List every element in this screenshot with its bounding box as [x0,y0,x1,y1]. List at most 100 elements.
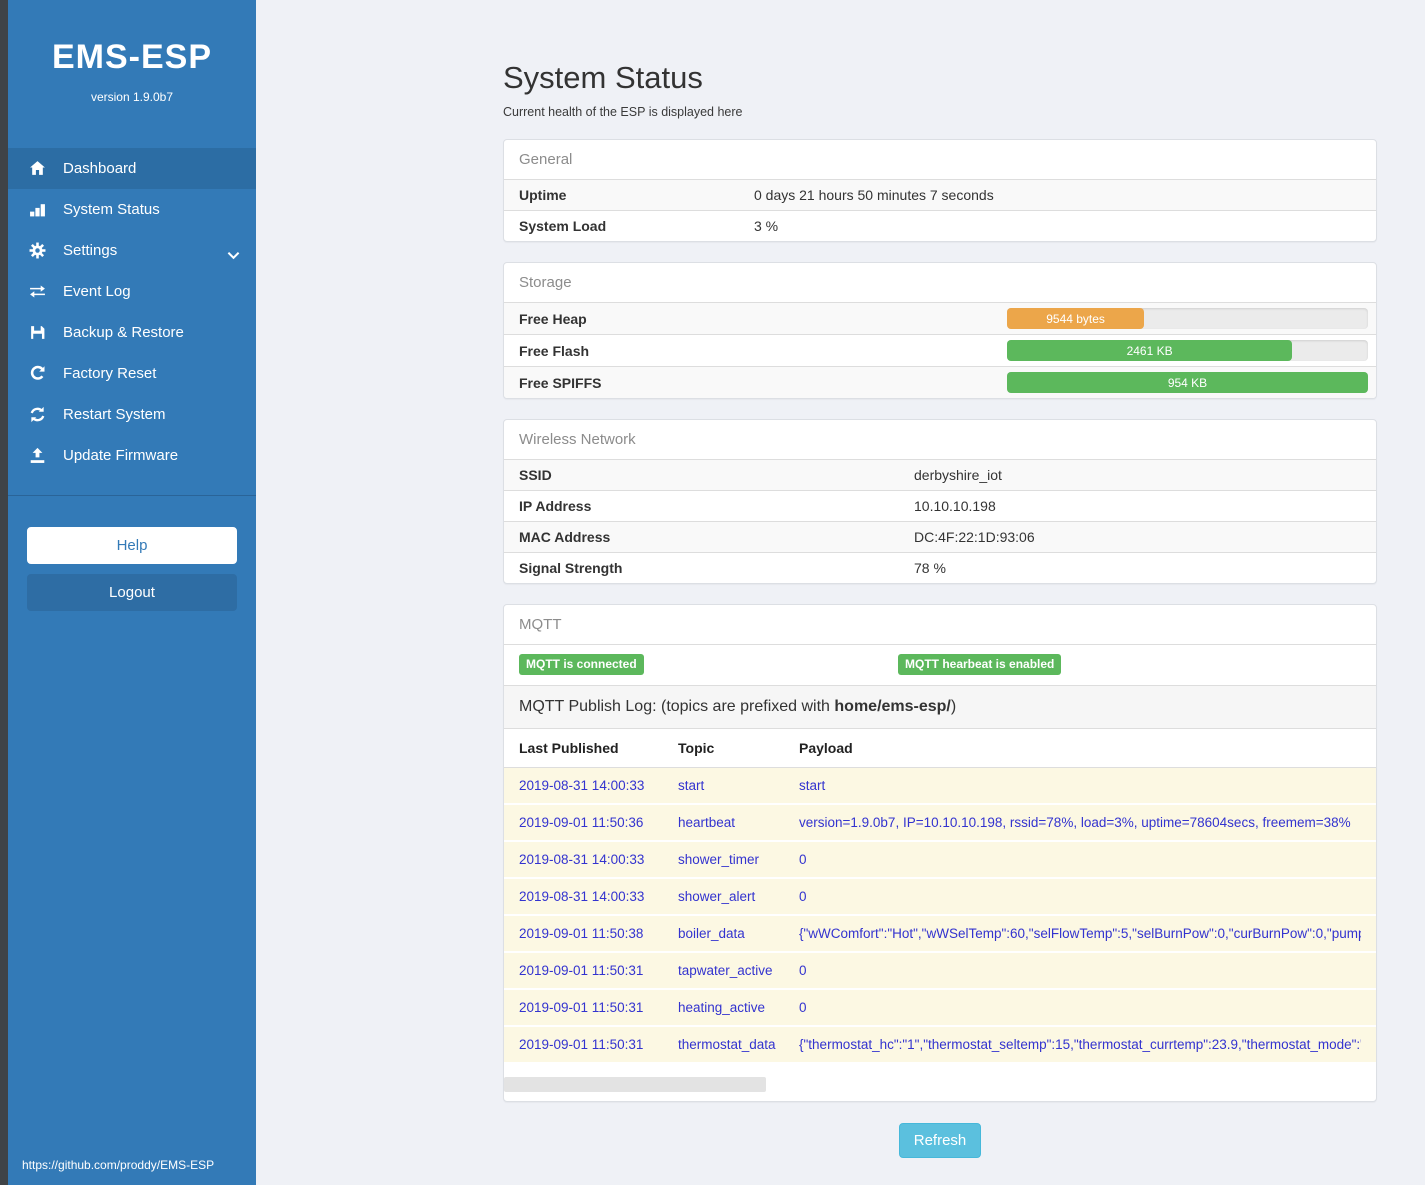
save-icon [29,324,47,341]
mqtt-log-row: 2019-09-01 11:50:31 tapwater_active 0 [504,953,1376,991]
exchange-icon [29,283,47,300]
sidebar: EMS-ESP version 1.9.0b7 Dashboard System… [8,0,256,1185]
payload-cell: {"wWComfort":"Hot","wWSelTemp":60,"selFl… [799,926,1361,942]
last-published-cell: 2019-08-31 14:00:33 [519,852,645,868]
payload-cell: 0 [799,1000,807,1016]
app-brand: EMS-ESP [51,38,213,76]
last-published-cell: 2019-09-01 11:50:31 [519,963,644,979]
payload-cell: start [799,778,826,794]
table-row: Free SPIFFS 954 KB [504,366,1376,398]
page-title: System Status [503,60,703,95]
storage-rows: Free Heap 9544 bytes Free Flash 2461 KB … [504,302,1376,398]
column-payload: Payload [799,740,853,757]
sidebar-item-event-log[interactable]: Event Log [8,271,256,312]
payload-cell: 0 [799,852,807,868]
scrollbar-thumb[interactable] [504,1077,766,1093]
last-published-cell: 2019-09-01 11:50:36 [519,815,644,831]
table-row: Free Heap 9544 bytes [504,302,1376,334]
general-rows: Uptime 0 days 21 hours 50 minutes 7 seco… [504,179,1376,241]
refresh-icon [29,406,47,423]
sidebar-item-backup-restore[interactable]: Backup & Restore [8,312,256,353]
sidebar-nav: Dashboard System Status Settings Event L… [8,148,256,476]
wireless-panel-heading: Wireless Network [519,431,636,448]
payload-cell: version=1.9.0b7, IP=10.10.10.198, rssid=… [799,815,1351,831]
table-row: SSID derbyshire_iot [504,459,1376,490]
publish-log-topic-prefix: home/ems-esp/ [834,698,951,716]
app-version: version 1.9.0b7 [90,90,174,104]
mqtt-publish-log-caption: MQTT Publish Log: (topics are prefixed w… [504,685,1376,730]
progress-bar: 9544 bytes [1007,308,1368,329]
gear-icon [29,242,47,259]
rotate-right-icon [29,365,47,382]
github-link[interactable]: https://github.com/proddy/EMS-ESP [22,1158,215,1172]
refresh-button[interactable]: Refresh [898,1123,982,1159]
last-published-cell: 2019-08-31 14:00:33 [519,889,645,905]
mqtt-badge-row: MQTT is connected MQTT hearbeat is enabl… [504,644,1376,685]
last-published-cell: 2019-09-01 11:50:31 [519,1000,644,1016]
mqtt-log-row: 2019-08-31 14:00:33 shower_timer 0 [504,842,1376,880]
sidebar-item-dashboard[interactable]: Dashboard [8,148,256,189]
table-row: System Load 3 % [504,210,1376,241]
sidebar-item-update-firmware[interactable]: Update Firmware [8,435,256,476]
window-edge-strip [0,0,8,1185]
mqtt-log-row: 2019-08-31 14:00:33 start start [504,767,1376,806]
column-last-published: Last Published [519,740,619,757]
general-panel-heading: General [519,151,573,168]
last-published-cell: 2019-09-01 11:50:38 [519,926,644,942]
chevron-down-icon [227,247,240,265]
sidebar-item-factory-reset[interactable]: Factory Reset [8,353,256,394]
wireless-rows: SSID derbyshire_iot IP Address 10.10.10.… [504,459,1376,583]
mqtt-log-row: 2019-09-01 11:50:38 boiler_data {"wWComf… [504,916,1376,954]
last-published-cell: 2019-08-31 14:00:33 [519,778,645,794]
mqtt-log-row: 2019-08-31 14:00:33 shower_alert 0 [504,879,1376,917]
storage-panel-heading: Storage [519,274,572,291]
topic-cell: tapwater_active [678,963,773,979]
progress-bar: 954 KB [1007,372,1368,393]
horizontal-scrollbar[interactable] [504,1077,1376,1093]
sidebar-divider [8,495,256,496]
home-icon [29,160,47,177]
last-published-cell: 2019-09-01 11:50:31 [519,1037,644,1053]
sidebar-item-settings[interactable]: Settings [8,230,256,271]
mqtt-panel-heading: MQTT [519,616,562,633]
mqtt-table-body: 2019-08-31 14:00:33 start start 2019-09-… [504,767,1376,1065]
storage-panel: Storage Free Heap 9544 bytes Free Flash … [503,262,1377,399]
general-panel: General Uptime 0 days 21 hours 50 minute… [503,139,1377,242]
table-row: Signal Strength 78 % [504,552,1376,583]
mqtt-log-row: 2019-09-01 11:50:31 thermostat_data {"th… [504,1027,1376,1065]
table-row: Uptime 0 days 21 hours 50 minutes 7 seco… [504,179,1376,210]
sidebar-item-system-status[interactable]: System Status [8,189,256,230]
page-subtitle: Current health of the ESP is displayed h… [503,105,743,119]
table-row: Free Flash 2461 KB [504,334,1376,366]
progress-bar: 2461 KB [1007,340,1368,361]
mqtt-log-row: 2019-09-01 11:50:31 heating_active 0 [504,990,1376,1028]
table-row: MAC Address DC:4F:22:1D:93:06 [504,521,1376,552]
payload-cell: 0 [799,889,807,905]
topic-cell: boiler_data [678,926,745,942]
chart-icon [29,201,47,218]
mqtt-heartbeat-badge: MQTT hearbeat is enabled [898,654,1062,676]
column-topic: Topic [678,740,715,757]
topic-cell: heartbeat [678,815,736,831]
topic-cell: thermostat_data [678,1037,776,1053]
main-area: System Status Current health of the ESP … [256,0,1425,1185]
publish-log-prefix: MQTT Publish Log: (topics are prefixed w… [519,698,835,716]
logout-button[interactable]: Logout [27,574,237,611]
payload-cell: 0 [799,963,807,979]
payload-cell: {"thermostat_hc":"1","thermostat_seltemp… [799,1037,1361,1053]
mqtt-panel: MQTT MQTT is connected MQTT hearbeat is … [503,604,1377,1103]
mqtt-connected-badge: MQTT is connected [519,654,644,676]
topic-cell: heating_active [678,1000,766,1016]
topic-cell: shower_alert [678,889,756,905]
mqtt-table-header: Last Published Topic Payload [504,729,1376,768]
mqtt-log-row: 2019-09-01 11:50:36 heartbeat version=1.… [504,805,1376,843]
upload-icon [29,447,47,464]
publish-log-suffix: ) [950,698,957,716]
table-row: IP Address 10.10.10.198 [504,490,1376,521]
sidebar-item-restart-system[interactable]: Restart System [8,394,256,435]
content-column: System Status Current health of the ESP … [503,60,1377,1159]
topic-cell: start [678,778,705,794]
wireless-panel: Wireless Network SSID derbyshire_iot IP … [503,419,1377,584]
help-button[interactable]: Help [27,527,237,564]
